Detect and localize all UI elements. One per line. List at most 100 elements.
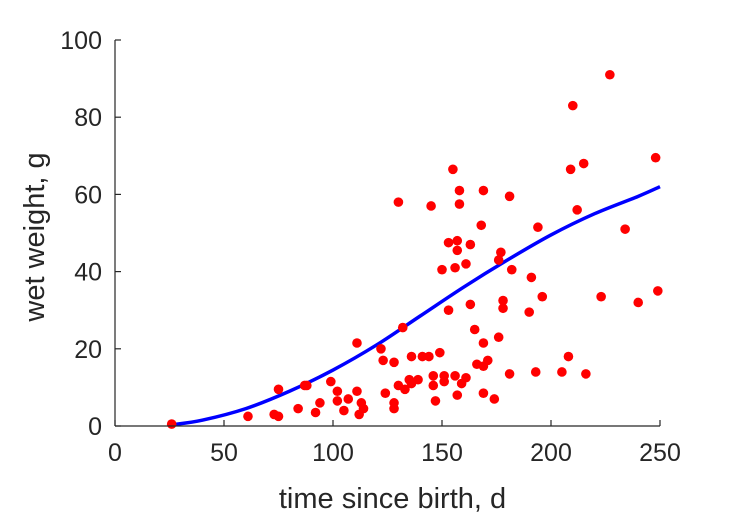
y-tick-label: 80 bbox=[74, 104, 102, 132]
data-point bbox=[332, 396, 343, 406]
data-point bbox=[578, 158, 589, 169]
y-tick-label: 60 bbox=[74, 181, 102, 209]
data-point bbox=[633, 297, 643, 308]
data-point bbox=[424, 351, 434, 362]
data-point bbox=[326, 376, 336, 387]
data-point bbox=[443, 305, 454, 316]
data-point bbox=[476, 220, 487, 231]
data-point bbox=[380, 388, 391, 398]
data-point bbox=[537, 291, 548, 302]
data-point bbox=[352, 386, 362, 397]
x-tick-label: 50 bbox=[210, 439, 238, 467]
data-point bbox=[557, 367, 567, 377]
data-point bbox=[482, 355, 493, 366]
data-point bbox=[435, 347, 445, 358]
data-point bbox=[302, 380, 312, 391]
data-point bbox=[530, 367, 541, 377]
data-point bbox=[565, 164, 576, 175]
data-point bbox=[454, 185, 465, 196]
data-point bbox=[478, 388, 489, 398]
y-axis-ticks: 0 20 40 60 80 100 bbox=[60, 27, 121, 441]
data-point bbox=[413, 374, 423, 385]
data-point bbox=[526, 272, 537, 283]
data-point bbox=[572, 205, 582, 215]
data-point bbox=[504, 369, 515, 379]
data-point bbox=[437, 264, 447, 275]
data-point bbox=[243, 411, 253, 422]
data-point bbox=[166, 419, 177, 429]
data-point bbox=[504, 191, 515, 202]
data-point bbox=[650, 152, 661, 163]
data-point bbox=[439, 376, 449, 387]
data-point bbox=[496, 247, 506, 258]
data-point bbox=[452, 390, 463, 400]
data-point bbox=[426, 201, 436, 211]
data-point bbox=[389, 403, 399, 414]
fitted-curve bbox=[171, 185, 661, 427]
data-point bbox=[389, 357, 399, 368]
data-point bbox=[452, 235, 463, 246]
data-point bbox=[454, 199, 465, 209]
data-point bbox=[343, 394, 354, 404]
y-tick-label: 100 bbox=[60, 27, 102, 55]
data-point bbox=[498, 303, 508, 314]
data-point bbox=[428, 371, 439, 381]
x-axis-ticks: 0 50 100 150 200 250 bbox=[108, 420, 681, 467]
data-point bbox=[465, 299, 476, 310]
data-point bbox=[465, 239, 476, 250]
data-point bbox=[489, 394, 500, 404]
data-point bbox=[406, 351, 417, 362]
data-point bbox=[478, 185, 489, 196]
data-point bbox=[461, 372, 471, 383]
y-axis-label: wet weight, g bbox=[19, 152, 51, 322]
data-point bbox=[273, 411, 284, 422]
data-point bbox=[293, 403, 303, 414]
data-point bbox=[393, 197, 404, 207]
data-point bbox=[315, 398, 325, 408]
data-point bbox=[450, 262, 460, 273]
data-point bbox=[620, 224, 630, 234]
x-axis-label: time since birth, d bbox=[279, 483, 506, 515]
data-point bbox=[452, 245, 463, 256]
data-points bbox=[166, 69, 663, 429]
data-point bbox=[397, 322, 408, 333]
data-point bbox=[563, 351, 574, 362]
x-tick-label: 100 bbox=[312, 439, 354, 467]
data-point bbox=[358, 403, 369, 414]
data-point bbox=[430, 396, 441, 406]
data-point bbox=[498, 295, 508, 306]
data-point bbox=[428, 380, 439, 391]
data-point bbox=[596, 291, 606, 302]
data-point bbox=[339, 405, 349, 416]
data-point bbox=[273, 384, 284, 395]
data-point bbox=[478, 338, 489, 348]
data-point bbox=[378, 355, 388, 366]
data-point bbox=[376, 344, 386, 354]
y-tick-label: 20 bbox=[74, 336, 102, 364]
data-point bbox=[524, 307, 534, 317]
data-point bbox=[533, 222, 543, 233]
data-point bbox=[400, 384, 410, 395]
data-point bbox=[506, 264, 517, 275]
x-tick-label: 250 bbox=[639, 439, 681, 467]
x-tick-label: 200 bbox=[530, 439, 572, 467]
y-tick-label: 40 bbox=[74, 259, 102, 287]
data-point bbox=[448, 164, 458, 175]
data-point bbox=[332, 386, 343, 397]
data-point bbox=[493, 332, 504, 343]
x-tick-label: 150 bbox=[421, 439, 463, 467]
data-point bbox=[469, 324, 480, 335]
data-point bbox=[352, 338, 362, 348]
data-point bbox=[493, 255, 504, 265]
x-tick-label: 0 bbox=[108, 439, 122, 467]
data-point bbox=[443, 237, 454, 248]
data-point bbox=[605, 69, 615, 80]
data-point bbox=[450, 371, 460, 381]
y-tick-label: 0 bbox=[88, 413, 102, 441]
data-point bbox=[568, 100, 578, 111]
data-point bbox=[461, 259, 471, 269]
data-point bbox=[581, 369, 591, 379]
data-point bbox=[653, 286, 663, 296]
data-point bbox=[310, 407, 321, 418]
